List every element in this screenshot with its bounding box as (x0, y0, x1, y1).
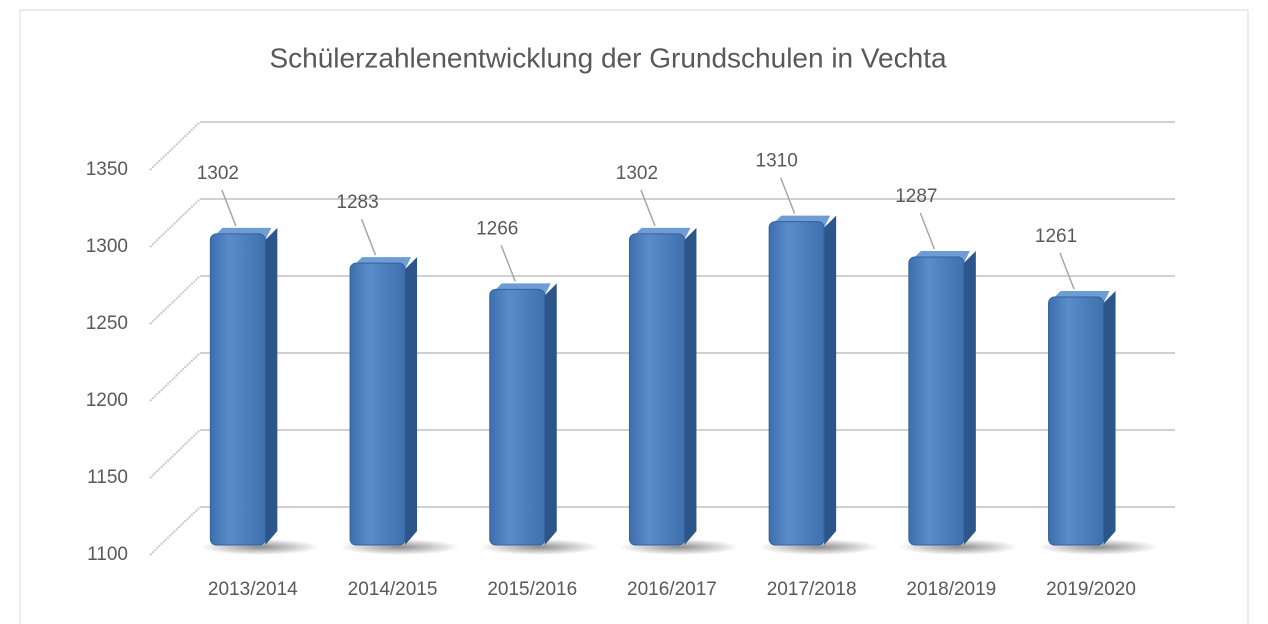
bar-front (908, 256, 965, 546)
bar (898, 251, 1019, 555)
bar-side (544, 283, 557, 545)
leader-line (919, 212, 936, 250)
y-tick-label: 1250 (86, 313, 128, 334)
bar-front (768, 221, 825, 546)
y-tick-label: 1300 (86, 236, 128, 257)
bar (1038, 291, 1159, 555)
bar-side (824, 215, 837, 545)
side-grid-line (149, 429, 201, 479)
bar-front (209, 233, 266, 546)
leader-line (1059, 252, 1075, 290)
x-tick-label: 2015/2016 (487, 579, 577, 600)
y-tick-label: 1150 (87, 467, 128, 488)
data-label: 1302 (197, 163, 239, 184)
leader-line (779, 177, 796, 214)
data-label: 1261 (1035, 226, 1077, 247)
y-tick-label: 1100 (87, 544, 128, 565)
side-grid-line (149, 506, 201, 556)
bar-front (489, 288, 546, 546)
side-grid-line (149, 121, 201, 171)
bar-side (963, 251, 976, 545)
leader-line (500, 245, 516, 282)
bar (339, 257, 460, 555)
bar-side (684, 227, 697, 546)
side-grid-line (149, 198, 201, 248)
x-tick-label: 2018/2019 (906, 579, 996, 600)
bar-side (405, 257, 418, 545)
chart-title: Schülerzahlenentwicklung der Grundschule… (269, 42, 947, 73)
bar (479, 283, 600, 555)
bar-front (1048, 296, 1105, 546)
bar (758, 215, 879, 555)
y-tick-label: 1350 (86, 159, 128, 180)
y-tick-label: 1200 (86, 390, 128, 411)
bar (199, 227, 320, 555)
bar-side (1103, 291, 1116, 545)
data-label: 1287 (895, 186, 937, 207)
leader-line (360, 218, 377, 256)
data-label: 1283 (336, 192, 378, 213)
data-label: 1266 (476, 218, 518, 239)
bar-front (628, 233, 685, 546)
leader-line (221, 189, 237, 227)
x-tick-label: 2013/2014 (208, 579, 298, 600)
data-label: 1302 (616, 163, 658, 184)
x-tick-label: 2019/2020 (1046, 579, 1136, 600)
side-grid-line (149, 352, 201, 402)
bar-front (349, 262, 406, 546)
data-label: 1310 (756, 151, 798, 172)
x-tick-label: 2016/2017 (627, 579, 717, 600)
side-grid-line (149, 275, 201, 325)
bar (618, 227, 739, 555)
bar-side (265, 227, 278, 546)
leader-line (640, 189, 656, 227)
x-tick-label: 2017/2018 (767, 579, 857, 600)
x-tick-label: 2014/2015 (348, 579, 438, 600)
